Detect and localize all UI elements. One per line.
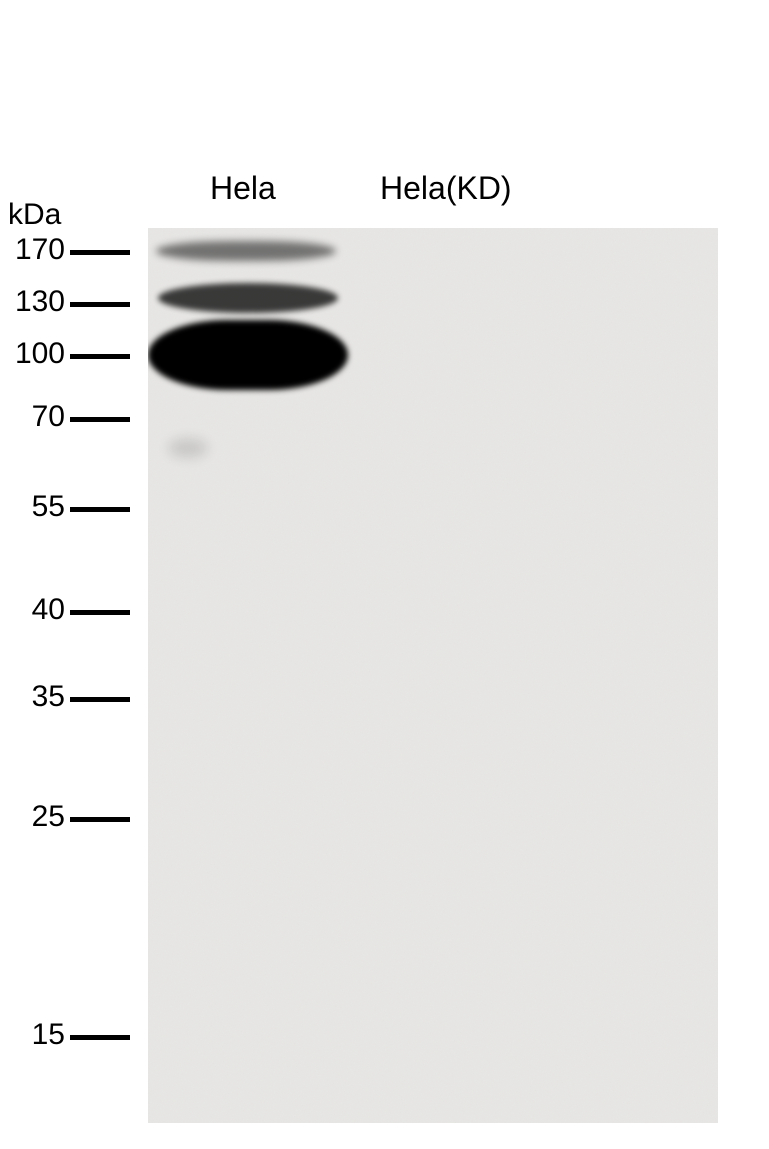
marker-label-25: 25 bbox=[10, 800, 65, 834]
band-3 bbox=[168, 438, 208, 458]
marker-tick-130 bbox=[70, 302, 130, 307]
marker-label-55: 55 bbox=[10, 490, 65, 524]
marker-tick-25 bbox=[70, 817, 130, 822]
marker-label-100: 100 bbox=[10, 337, 65, 371]
marker-tick-35 bbox=[70, 697, 130, 702]
band-2 bbox=[148, 320, 348, 390]
marker-tick-55 bbox=[70, 507, 130, 512]
marker-tick-170 bbox=[70, 250, 130, 255]
marker-tick-15 bbox=[70, 1035, 130, 1040]
marker-tick-70 bbox=[70, 417, 130, 422]
marker-label-15: 15 bbox=[10, 1018, 65, 1052]
marker-label-170: 170 bbox=[10, 233, 65, 267]
marker-tick-40 bbox=[70, 610, 130, 615]
marker-label-70: 70 bbox=[10, 400, 65, 434]
unit-label: kDa bbox=[8, 198, 61, 232]
marker-label-40: 40 bbox=[10, 593, 65, 627]
marker-label-130: 130 bbox=[10, 285, 65, 319]
lane-label-0: Hela bbox=[210, 170, 276, 207]
blot-membrane bbox=[148, 228, 718, 1123]
marker-tick-100 bbox=[70, 354, 130, 359]
band-0 bbox=[156, 241, 336, 261]
blot-figure: kDa Hela Hela(KD) 170 130 100 70 55 40 35 25 15 bbox=[0, 0, 769, 1149]
lane-label-1: Hela(KD) bbox=[380, 170, 512, 207]
band-1 bbox=[158, 283, 338, 313]
marker-label-35: 35 bbox=[10, 680, 65, 714]
